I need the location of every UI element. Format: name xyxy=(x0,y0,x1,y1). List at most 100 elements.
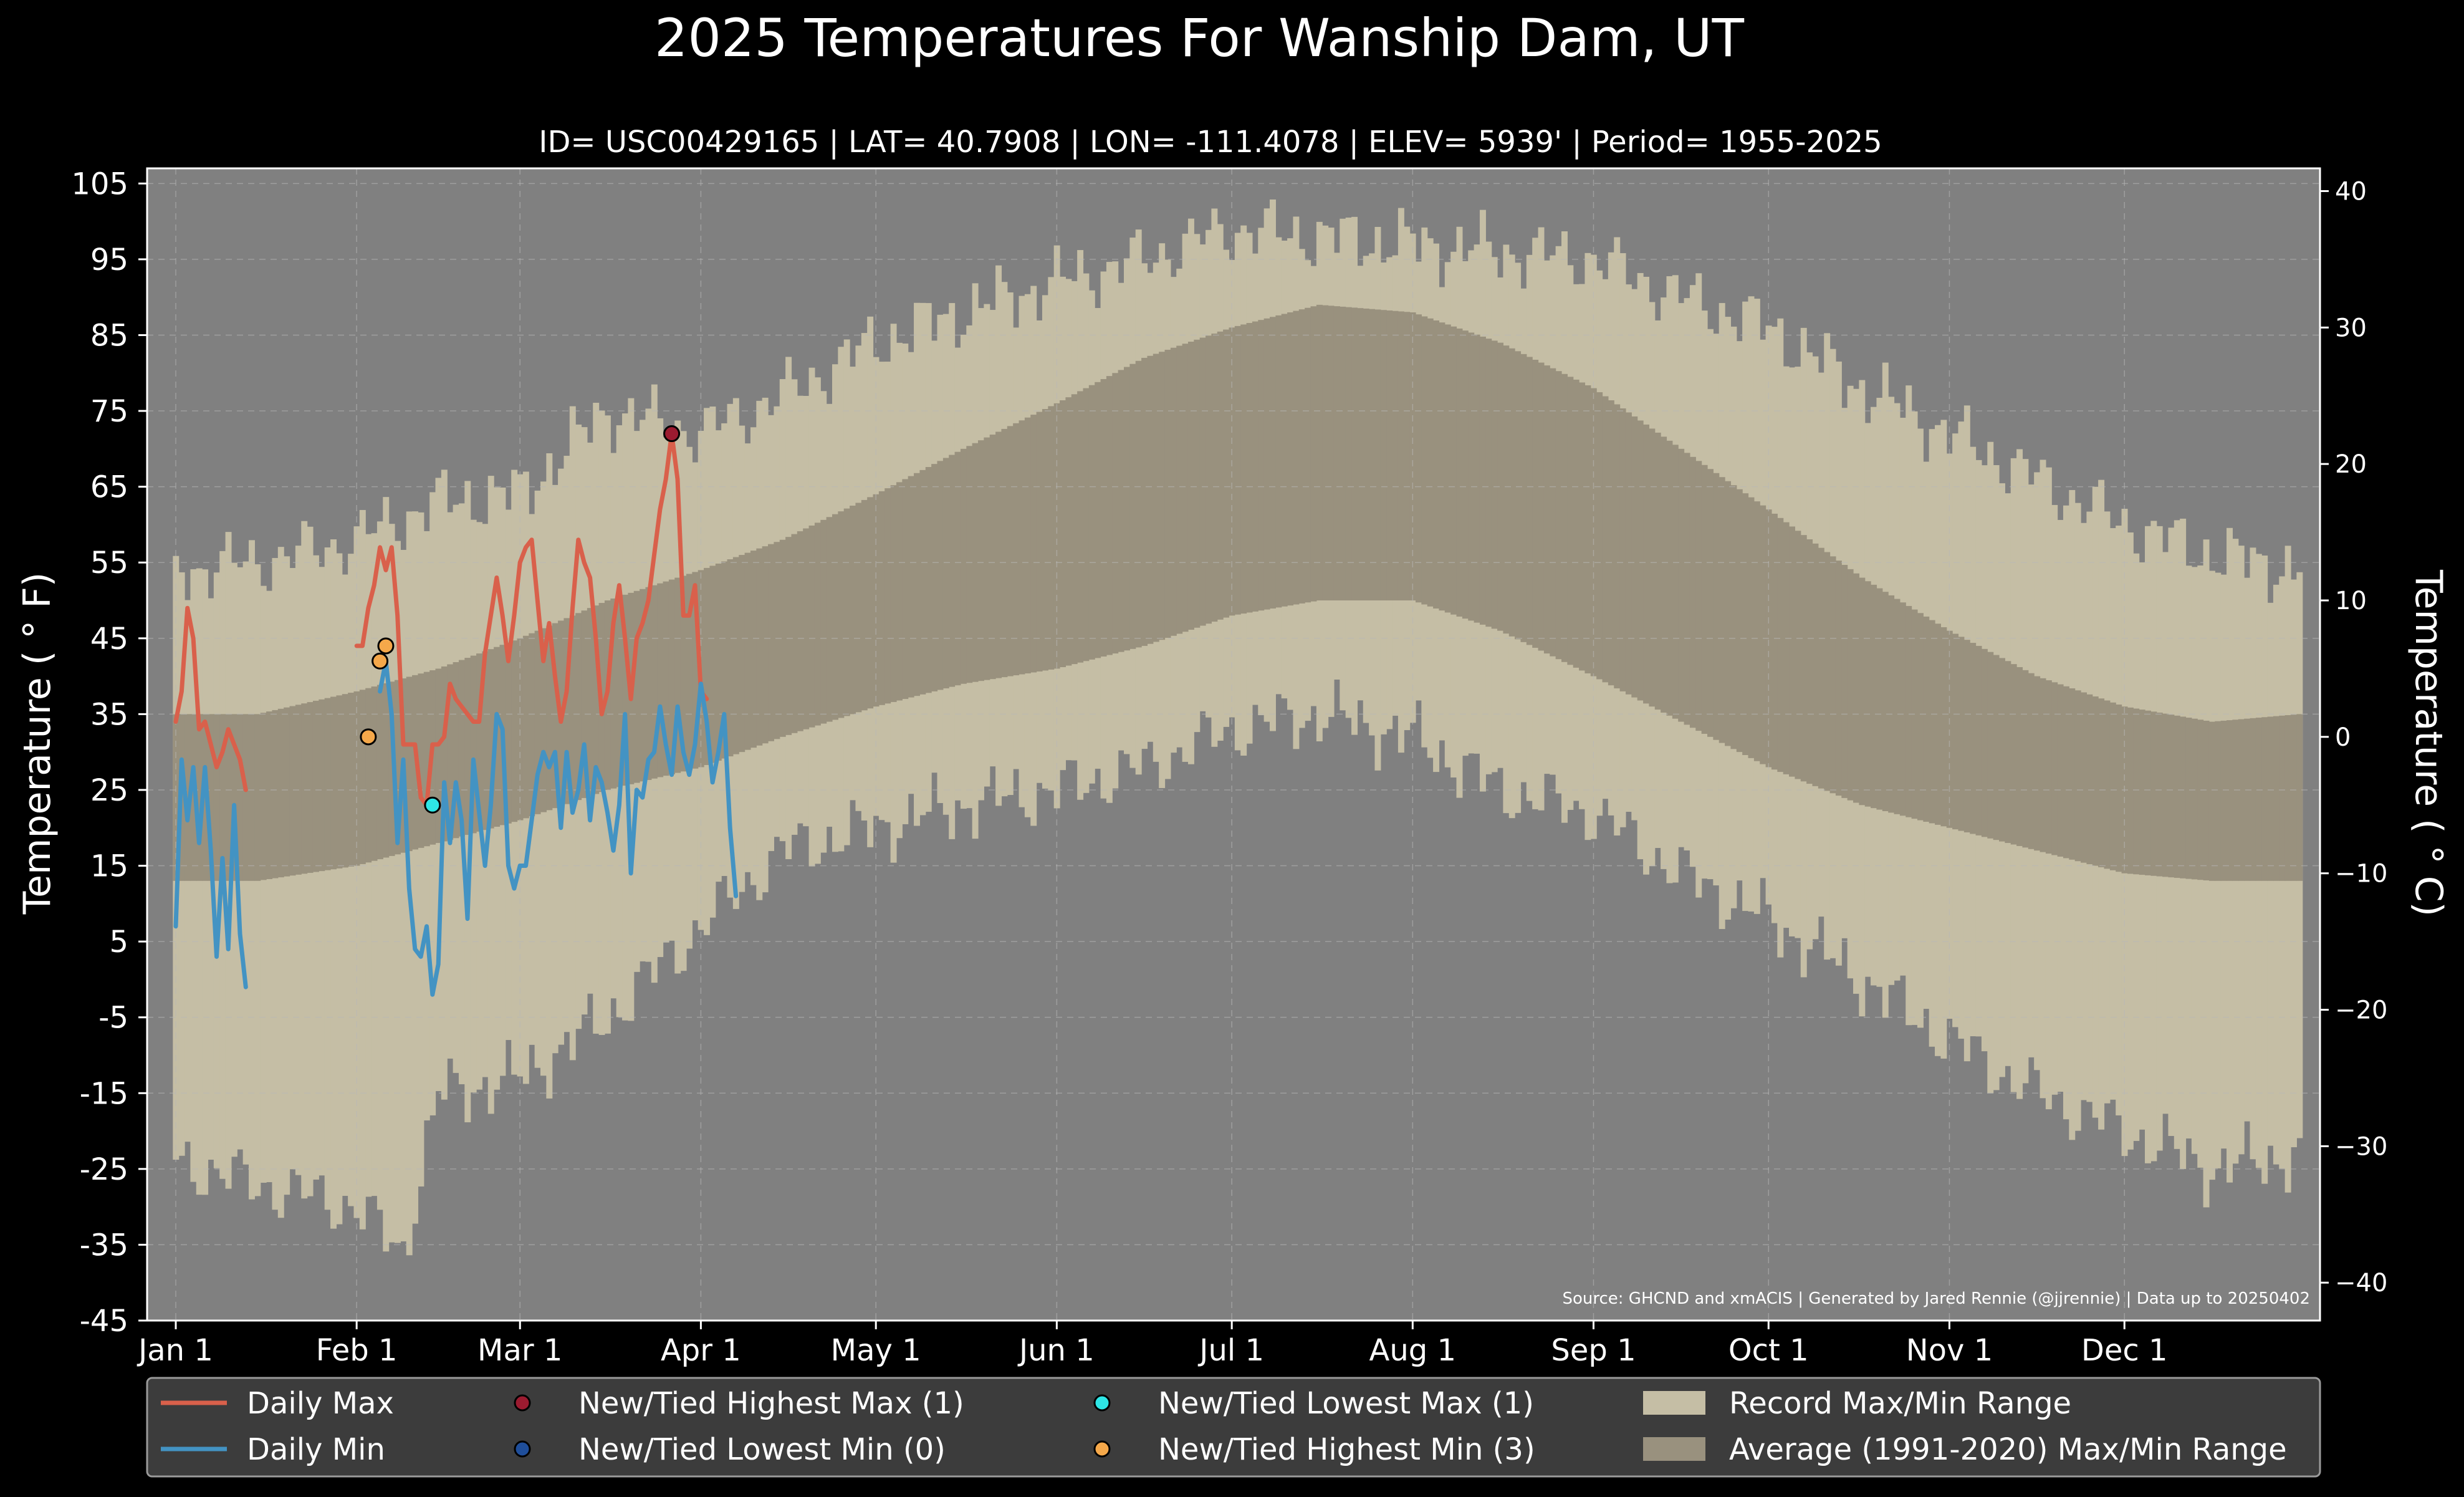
normal-range-bar xyxy=(978,440,984,681)
normal-range-bar xyxy=(2168,715,2175,878)
normal-range-bar xyxy=(633,590,640,783)
normal-range-bar xyxy=(1474,334,1480,623)
normal-range-bar xyxy=(1316,304,1323,600)
record-range-bar xyxy=(330,539,337,1229)
normal-range-bar xyxy=(587,608,593,796)
normal-range-bar xyxy=(2291,715,2297,881)
normal-range-bar xyxy=(1053,403,1060,669)
normal-range-bar xyxy=(1129,363,1136,649)
normal-range-bar xyxy=(395,680,401,855)
normal-range-bar xyxy=(2063,686,2069,859)
normal-range-bar xyxy=(1795,531,1801,779)
normal-range-bar xyxy=(774,542,780,739)
chart-subtitle: ID= USC00429165 | LAT= 40.7908 | LON= -1… xyxy=(539,125,1882,160)
normal-range-bar xyxy=(319,699,325,872)
normal-range-bar xyxy=(231,714,237,881)
record-range-bar xyxy=(342,574,348,1196)
normal-range-bar xyxy=(1841,565,1848,798)
normal-range-bar xyxy=(1661,436,1667,713)
normal-range-bar xyxy=(1176,345,1183,634)
normal-range-bar xyxy=(2074,690,2081,862)
y-axis-left-label: Temperature ( ° F) xyxy=(16,572,59,915)
y-tick-label-right: −10 xyxy=(2335,860,2387,888)
normal-range-bar xyxy=(1340,306,1346,600)
record-range-bar xyxy=(202,569,209,1195)
normal-range-bar xyxy=(2185,718,2192,879)
normal-range-bar xyxy=(1958,637,1965,831)
normal-range-bar xyxy=(1310,306,1317,602)
normal-range-bar xyxy=(1725,481,1732,746)
normal-range-bar xyxy=(2174,715,2180,878)
normal-range-bar xyxy=(1444,324,1451,613)
x-tick-label: Feb 1 xyxy=(316,1333,398,1368)
normal-range-bar xyxy=(762,546,769,744)
normal-range-bar xyxy=(2045,680,2052,854)
normal-range-bar xyxy=(1112,373,1119,654)
x-tick-label: May 1 xyxy=(831,1333,921,1368)
normal-range-bar xyxy=(260,713,267,880)
normal-range-bar xyxy=(242,714,249,881)
normal-range-bar xyxy=(2133,708,2140,875)
normal-range-bar xyxy=(1579,382,1586,671)
normal-range-bar xyxy=(2279,715,2286,881)
normal-range-bar xyxy=(1485,339,1492,627)
record-range-bar xyxy=(196,568,203,1195)
daily-min-line xyxy=(378,658,739,997)
normal-range-bar xyxy=(534,630,541,814)
normal-range-bar xyxy=(2109,702,2116,870)
normal-range-bar xyxy=(914,473,920,696)
normal-range-bar xyxy=(861,499,868,711)
normal-range-bar xyxy=(1829,556,1836,794)
normal-range-bar xyxy=(219,714,226,881)
chart-title: 2025 Temperatures For Wanship Dam, UT xyxy=(654,7,1745,69)
y-tick-label-right: −20 xyxy=(2335,996,2387,1025)
normal-range-bar xyxy=(2261,717,2268,881)
normal-range-bar xyxy=(721,561,728,759)
normal-range-bar xyxy=(1800,535,1807,782)
normal-range-bar xyxy=(739,555,745,753)
normal-range-bar xyxy=(1305,307,1311,603)
normal-range-bar xyxy=(2086,694,2093,865)
y-tick-label-left: -45 xyxy=(80,1304,128,1339)
normal-range-bar xyxy=(843,508,850,716)
normal-range-bar xyxy=(2116,704,2122,872)
y-tick-label-right: 30 xyxy=(2335,314,2367,342)
normal-range-bar xyxy=(312,700,319,872)
normal-range-bar xyxy=(640,589,646,782)
normal-range-bar xyxy=(1923,616,1930,822)
daily-max-line xyxy=(173,605,248,792)
normal-range-bar xyxy=(1240,324,1247,614)
normal-range-bar xyxy=(1987,652,1994,839)
normal-range-bar xyxy=(1853,573,1859,803)
x-axis: Jan 1 Feb 1 Mar 1 Apr 1 May 1 Jun 1 Jul 1 Aug 1… xyxy=(137,1321,2168,1368)
normal-range-bar xyxy=(196,714,203,881)
normal-range-bar xyxy=(1024,417,1031,674)
normal-range-bar xyxy=(814,522,821,726)
normal-range-bar xyxy=(2191,718,2198,880)
normal-range-bar xyxy=(1701,465,1708,734)
normal-range-bar xyxy=(266,711,273,879)
normal-range-bar xyxy=(1584,385,1591,674)
normal-range-bar xyxy=(1433,320,1440,609)
normal-range-bar xyxy=(1614,404,1621,689)
normal-range-bar xyxy=(2244,718,2251,881)
normal-range-bar xyxy=(441,666,448,842)
normal-range-bar xyxy=(1077,391,1084,663)
normal-range-bar xyxy=(1707,469,1714,737)
y-tick-label-left: 95 xyxy=(90,243,128,277)
normal-range-bar xyxy=(750,551,757,748)
y-tick-label-left: 25 xyxy=(90,773,128,808)
normal-range-bar xyxy=(1479,336,1486,625)
normal-range-bar xyxy=(1789,526,1795,777)
normal-range-bar xyxy=(1654,432,1661,710)
normal-range-bar xyxy=(1946,630,1953,828)
normal-range-bar xyxy=(505,642,512,824)
normal-range-bar xyxy=(1882,592,1889,811)
normal-range-bar xyxy=(307,702,314,873)
y-tick-label-left: 105 xyxy=(71,166,128,201)
normal-range-bar xyxy=(1835,561,1842,796)
normal-range-bar xyxy=(1899,602,1906,816)
normal-range-bar xyxy=(2162,713,2169,877)
normal-range-bar xyxy=(1753,501,1760,761)
